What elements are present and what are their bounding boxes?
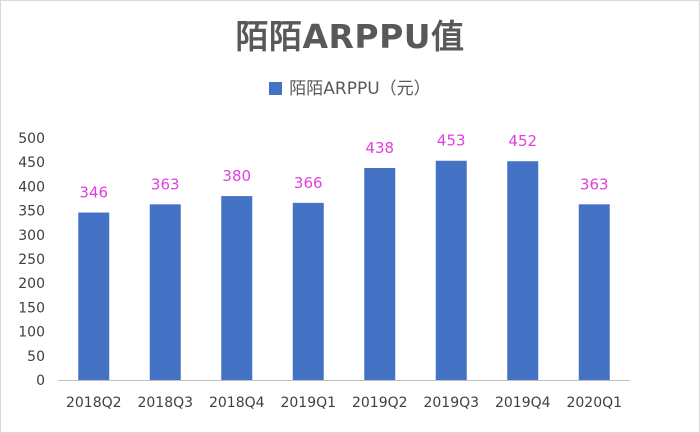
data-label: 346 [79,184,108,202]
bar [507,161,539,380]
y-tick-label: 400 [18,179,45,195]
bar [78,212,110,380]
y-tick-label: 250 [18,252,45,268]
data-label: 363 [580,175,609,193]
x-tick-label: 2020Q1 [566,395,622,411]
bar [364,168,396,380]
y-tick-label: 50 [27,349,45,365]
y-tick-label: 150 [18,300,45,316]
bar [221,196,253,380]
bar [578,204,610,380]
x-tick-label: 2018Q3 [137,395,193,411]
y-tick-label: 100 [18,325,45,341]
y-tick-label: 200 [18,276,45,292]
x-tick-label: 2019Q2 [352,395,408,411]
bar [292,202,324,380]
y-tick-label: 0 [36,373,45,389]
x-tick-label: 2018Q4 [209,395,265,411]
y-tick-label: 300 [18,228,45,244]
data-label: 363 [151,175,180,193]
y-tick-label: 500 [18,131,45,147]
chart-title: 陌陌ARPPU值 [235,17,465,56]
legend-swatch [269,82,283,95]
x-tick-label: 2019Q3 [423,395,479,411]
legend-label: 陌陌ARPPU（元） [289,79,431,99]
bar [435,160,467,380]
data-label: 453 [437,132,466,150]
x-tick-label: 2018Q2 [66,395,122,411]
data-label: 380 [222,167,251,185]
data-label: 452 [508,132,537,150]
x-tick-label: 2019Q4 [495,395,551,411]
y-tick-label: 350 [18,204,45,220]
chart-legend: 陌陌ARPPU（元） [0,74,700,99]
bar [149,204,181,380]
data-label: 366 [294,174,323,192]
data-label: 438 [365,139,394,157]
y-tick-label: 450 [18,155,45,171]
x-tick-label: 2019Q1 [280,395,336,411]
